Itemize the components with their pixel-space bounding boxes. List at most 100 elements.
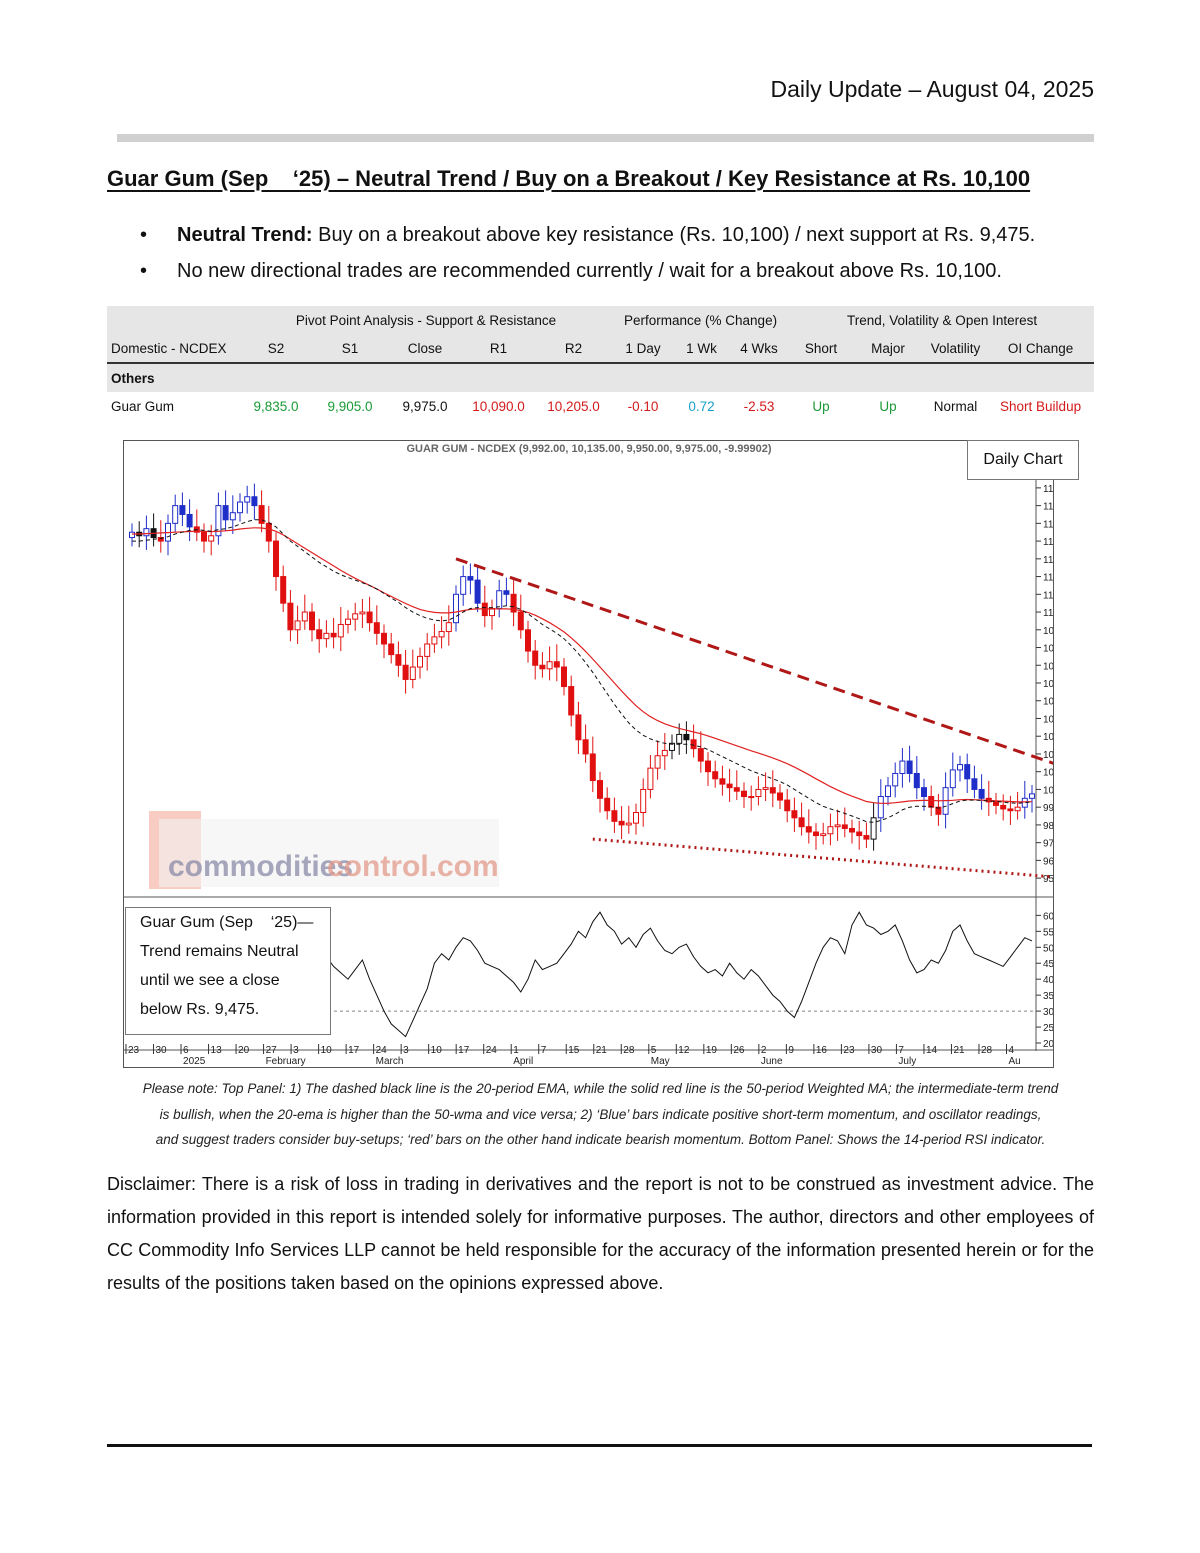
date-tick-label: 5 <box>651 1045 657 1056</box>
date-tick-label: 3 <box>293 1045 299 1056</box>
candle-body <box>726 783 733 789</box>
date-tick-label: 19 <box>706 1045 718 1056</box>
rsi-tick-label: 55 <box>1043 927 1053 938</box>
table-cell: 9,905.0 <box>327 398 373 414</box>
candle-body <box>222 505 229 521</box>
column-header: R2 <box>536 334 612 364</box>
candle-body <box>287 602 294 631</box>
candle-body <box>553 661 560 668</box>
candle-body <box>777 792 783 801</box>
candle-body <box>647 767 654 790</box>
table-cell: Short Buildup <box>1000 398 1082 414</box>
candle-body <box>352 613 359 620</box>
candle-body <box>856 831 863 837</box>
candle-body <box>460 576 467 595</box>
chart-footnote: Please note: Top Panel: 1) The dashed bl… <box>107 1076 1094 1153</box>
footnote-line: Please note: Top Panel: 1) The dashed bl… <box>142 1081 1059 1096</box>
table-cell: Up <box>812 398 830 414</box>
date-tick-label: 14 <box>926 1045 938 1056</box>
month-label: April <box>513 1056 533 1067</box>
candle-body <box>1000 804 1007 810</box>
pivot-table: Pivot Point Analysis - Support & Resista… <box>107 306 1095 420</box>
candle-body <box>769 787 776 794</box>
watermark-text-commodities: commodities <box>168 850 353 883</box>
candle-body <box>388 643 395 656</box>
candle-body <box>129 531 135 539</box>
candle-body <box>748 796 755 799</box>
candle-body <box>798 817 805 828</box>
price-tick-label: 11300 <box>1043 555 1053 566</box>
date-tick-label: 2 <box>761 1045 767 1056</box>
price-tick-label: 10900 <box>1043 626 1053 637</box>
rsi-tick-label: 35 <box>1043 991 1053 1002</box>
candle-body <box>330 632 337 638</box>
price-tick-label: 10400 <box>1043 714 1053 725</box>
candle-body <box>820 833 827 837</box>
date-tick-label: 17 <box>458 1045 470 1056</box>
date-tick-label: 24 <box>376 1045 388 1056</box>
candle-body <box>949 769 956 789</box>
candle-body <box>373 622 380 634</box>
column-header: Domestic - NCDEX <box>107 334 241 364</box>
column-header: 4 Wks <box>728 334 791 364</box>
candle-body <box>517 611 524 631</box>
price-tick-label: 10100 <box>1043 768 1053 779</box>
month-label: July <box>898 1056 916 1067</box>
price-tick-label: 11000 <box>1043 608 1053 619</box>
column-header: S2 <box>241 334 311 364</box>
table-cell: 9,835.0 <box>253 398 299 414</box>
candle-body <box>733 787 740 792</box>
candle-body <box>402 664 409 680</box>
candle-body <box>525 629 531 652</box>
candle-body <box>251 496 258 507</box>
candle-body <box>971 778 978 790</box>
candle-body <box>172 505 179 524</box>
table-cell: 9,975.0 <box>402 398 448 414</box>
date-tick-label: 28 <box>981 1045 993 1056</box>
column-header: Short <box>790 334 853 364</box>
price-tick-label: 10300 <box>1043 732 1053 743</box>
date-tick-label: 20 <box>238 1045 250 1056</box>
table-cell: Normal <box>933 398 978 414</box>
bullet-text: No new directional trades are recommende… <box>177 260 1002 282</box>
table-column-header-row: Domestic - NCDEX S2 S1 Close R1 R2 1 Day 1 Wk 4 … <box>107 334 1095 364</box>
date-tick-label: 7 <box>541 1045 547 1056</box>
candle-body <box>705 760 711 773</box>
candle-body <box>309 611 315 631</box>
candle-body <box>589 753 596 782</box>
candle-body <box>496 590 503 609</box>
candle-body <box>899 760 906 774</box>
month-label: June <box>761 1056 783 1067</box>
rsi-tick-label: 50 <box>1043 943 1053 954</box>
rsi-tick-label: 25 <box>1043 1023 1053 1034</box>
date-tick-label: 24 <box>486 1045 498 1056</box>
candle-body <box>215 505 222 537</box>
candle-body <box>885 785 891 798</box>
candle-body <box>827 826 834 835</box>
table-cell: 0.72 <box>688 398 715 414</box>
month-label: May <box>651 1056 670 1067</box>
rsi-tick-label: 40 <box>1043 975 1053 986</box>
candle-body <box>265 522 272 542</box>
date-tick-label: 9 <box>788 1045 794 1056</box>
candle-body <box>877 796 884 819</box>
candle-body <box>244 496 251 503</box>
wma50-line <box>132 527 1033 804</box>
price-tick-label: 10000 <box>1043 785 1053 796</box>
date-tick-label: 21 <box>596 1045 608 1056</box>
column-header: 1 Day <box>611 334 676 364</box>
candle-body <box>467 576 474 581</box>
date-tick-label: 10 <box>431 1045 443 1056</box>
date-tick-label: 21 <box>953 1045 965 1056</box>
candle-body <box>510 593 517 613</box>
column-header: S1 <box>311 334 389 364</box>
ema20-line <box>132 519 1033 823</box>
date-tick-label: 28 <box>623 1045 635 1056</box>
table-section-row: Others <box>107 363 1095 392</box>
column-header: Volatility <box>924 334 988 364</box>
candle-body <box>957 764 963 771</box>
candle-body <box>575 714 582 741</box>
date-tick-label: 7 <box>898 1045 904 1056</box>
date-tick-label: 3 <box>403 1045 409 1056</box>
